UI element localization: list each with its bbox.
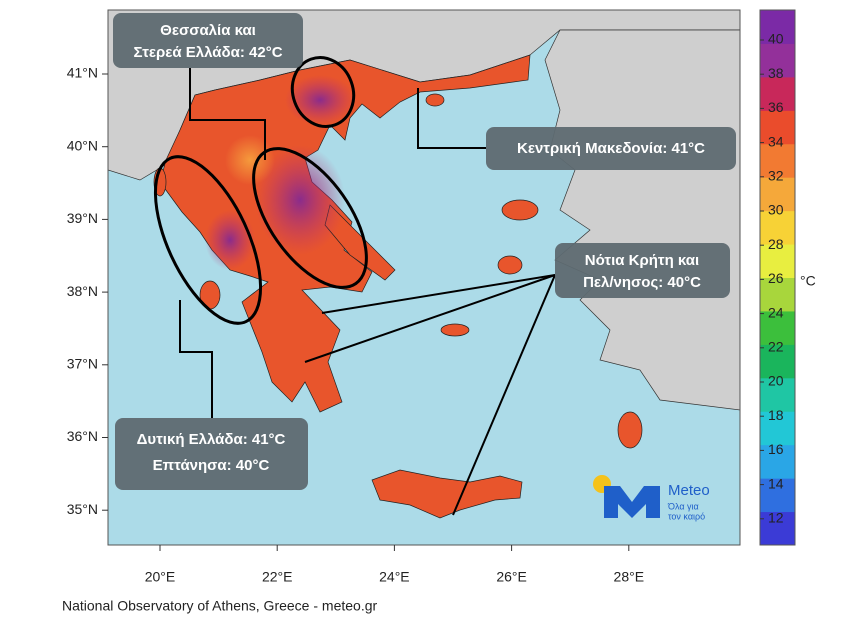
colorbar-segment xyxy=(760,277,795,312)
connector xyxy=(321,274,556,314)
island xyxy=(501,199,539,221)
colorbar-tick-label: 14 xyxy=(768,475,784,491)
annotation-marks xyxy=(153,56,556,516)
logo-tagline: τον καιρό xyxy=(668,511,705,521)
logo: Meteo Όλα για τον καιρό xyxy=(593,475,710,521)
annotation-text: Νότια Κρήτη και xyxy=(585,252,699,269)
annotation-text: Δυτική Ελλάδα: 41°C xyxy=(137,431,286,448)
annotation-text: Θεσσαλία και xyxy=(160,22,256,39)
colorbar-tick-label: 26 xyxy=(768,270,784,286)
lon-tick-label: 20°E xyxy=(145,569,176,585)
lat-tick-label: 41°N xyxy=(67,65,98,81)
colorbar-segment xyxy=(760,377,795,412)
colorbar-tick-label: 24 xyxy=(768,304,784,320)
annotation: Κεντρική Μακεδονία: 41°C xyxy=(486,127,736,170)
connector xyxy=(304,274,556,363)
lon-tick-label: 24°E xyxy=(379,569,410,585)
annotation-text: Επτάνησα: 40°C xyxy=(153,457,270,474)
island xyxy=(440,323,470,337)
annotation-box xyxy=(115,418,308,490)
lat-tick-label: 39°N xyxy=(67,210,98,226)
colorbar-segment xyxy=(760,244,795,278)
heat-area xyxy=(285,75,355,125)
colorbar-segment xyxy=(760,143,795,178)
colorbar-segment xyxy=(760,310,795,345)
lat-tick-label: 40°N xyxy=(67,137,98,153)
annotation-box xyxy=(113,13,303,68)
island xyxy=(425,93,445,107)
annotation-box xyxy=(486,127,736,170)
region-ellipse xyxy=(153,155,263,325)
annotation: Νότια Κρήτη και Πελ/νησος: 40°C xyxy=(555,243,730,298)
colorbar-tick-label: 28 xyxy=(768,236,784,252)
annotation-text: Πελ/νησος: 40°C xyxy=(583,274,701,291)
colorbar-segment xyxy=(760,210,795,245)
region-ellipse xyxy=(290,56,356,128)
colorbar-segment xyxy=(760,10,795,44)
colorbar-tick-label: 36 xyxy=(768,99,784,115)
connector xyxy=(452,274,556,516)
colorbar-tick-label: 38 xyxy=(768,65,784,81)
colorbar-segment xyxy=(760,76,795,111)
logo-tagline: Όλα για xyxy=(667,501,699,511)
colorbar-tick-label: 32 xyxy=(768,168,784,184)
heat-area xyxy=(225,135,275,185)
footer: National Observatory of Athens, Greece -… xyxy=(62,598,377,614)
colorbar-tick-label: 30 xyxy=(768,202,784,218)
connector xyxy=(179,300,213,418)
connector xyxy=(189,68,266,160)
annotation: Θεσσαλία και Στερεά Ελλάδα: 42°C xyxy=(113,13,303,68)
island xyxy=(497,255,523,275)
annotation-text: Στερεά Ελλάδα: 42°C xyxy=(133,44,282,61)
logo-mark xyxy=(604,486,660,518)
colorbar-segment xyxy=(760,110,795,145)
island xyxy=(617,411,643,449)
colorbar-tick-label: 18 xyxy=(768,407,784,423)
crete xyxy=(371,469,523,519)
lon-tick-label: 26°E xyxy=(496,569,527,585)
colorbar-segment xyxy=(760,177,795,212)
annotation: Δυτική Ελλάδα: 41°C Επτάνησα: 40°C xyxy=(115,418,308,490)
annotation-text: Κεντρική Μακεδονία: 41°C xyxy=(517,140,705,157)
lat-tick-label: 35°N xyxy=(67,501,98,517)
colorbar-tick-label: 16 xyxy=(768,441,784,457)
map-border xyxy=(107,9,741,546)
colorbar-unit: °C xyxy=(800,273,816,289)
logo-name: Meteo xyxy=(668,482,710,499)
colorbar-segment xyxy=(760,478,795,513)
heat-area xyxy=(205,210,255,270)
colorbar-tick-label: 12 xyxy=(768,510,784,526)
colorbar-border xyxy=(759,9,796,546)
lat-tick-label: 36°N xyxy=(67,428,98,444)
colorbar-segment xyxy=(760,43,795,78)
annotation-box xyxy=(555,243,730,298)
colorbar-segment xyxy=(760,444,795,479)
lat-tick-label: 37°N xyxy=(67,356,98,372)
lat-tick-label: 38°N xyxy=(67,283,98,299)
colorbar-tick-label: 22 xyxy=(768,339,784,355)
lon-tick-label: 22°E xyxy=(262,569,293,585)
colorbar-tick-label: 34 xyxy=(768,133,784,149)
colorbar-segment xyxy=(760,511,795,546)
colorbar-tick-label: 20 xyxy=(768,373,784,389)
lon-tick-label: 28°E xyxy=(614,569,645,585)
colorbar-segment xyxy=(760,344,795,379)
connector xyxy=(417,88,486,149)
colorbar-tick-label: 40 xyxy=(768,31,784,47)
colorbar-segment xyxy=(760,411,795,446)
